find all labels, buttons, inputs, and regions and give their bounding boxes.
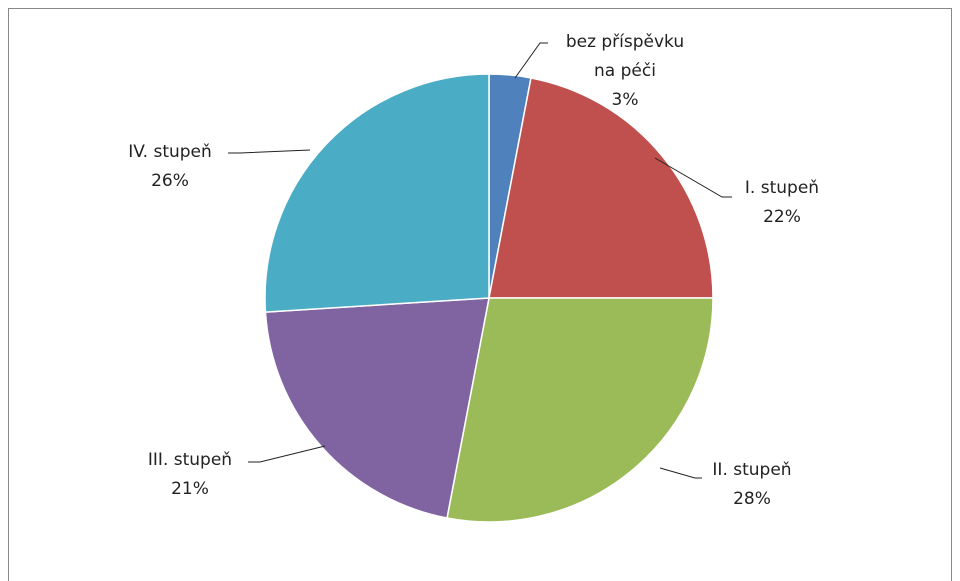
slice-label: III. stupeň 21% xyxy=(130,446,250,504)
value-label: 26% xyxy=(151,171,189,191)
value-label: 22% xyxy=(763,207,801,227)
pie-slice xyxy=(264,73,490,313)
slice-label: I. stupeň 22% xyxy=(727,174,837,232)
slice-label: IV. stupeň 26% xyxy=(110,138,230,196)
pie-slice xyxy=(264,297,490,519)
value-label: 28% xyxy=(733,489,771,509)
slice-label: II. stupeň 28% xyxy=(697,456,807,514)
pie-slice xyxy=(488,77,714,299)
category-label: I. stupeň xyxy=(744,178,820,198)
leader-line xyxy=(514,42,548,79)
value-label: 3% xyxy=(611,90,639,110)
value-label: 21% xyxy=(171,479,209,499)
slice-label: bez příspěvku na péči 3% xyxy=(560,28,690,115)
category-label: III. stupeň xyxy=(147,450,233,470)
category-label: bez příspěvku na péči xyxy=(565,32,685,81)
leader-line xyxy=(248,445,326,463)
pie-slice xyxy=(446,297,714,523)
slices xyxy=(264,73,714,523)
leader-line xyxy=(228,149,311,154)
category-label: IV. stupeň xyxy=(128,142,212,162)
leader-line xyxy=(659,467,702,479)
category-label: II. stupeň xyxy=(712,460,792,480)
leader-line xyxy=(654,157,732,198)
leaders xyxy=(228,42,732,479)
